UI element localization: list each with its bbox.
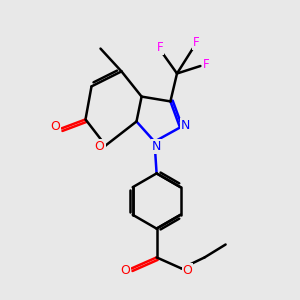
Text: O: O — [183, 263, 192, 277]
Text: F: F — [157, 40, 163, 54]
Text: O: O — [51, 120, 60, 134]
Text: O: O — [95, 140, 104, 154]
Text: F: F — [193, 36, 199, 50]
Text: N: N — [152, 140, 162, 154]
Text: O: O — [121, 263, 130, 277]
Text: F: F — [202, 58, 209, 71]
Text: N: N — [181, 118, 190, 132]
